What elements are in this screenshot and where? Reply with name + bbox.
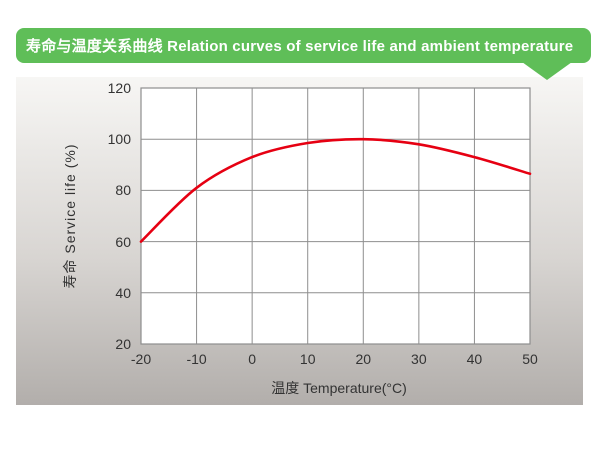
speech-bubble-tail-icon [522, 62, 572, 80]
x-tick-label: 40 [466, 351, 483, 367]
x-tick-label: 0 [248, 351, 257, 367]
y-tick-label: 40 [115, 284, 131, 301]
y-tick-label: 120 [107, 80, 131, 96]
plot-border [140, 87, 531, 345]
banner-title: 寿命与温度关系曲线 Relation curves of service lif… [26, 38, 574, 55]
y-tick-label: 60 [115, 233, 131, 250]
plot-background [141, 88, 530, 344]
service-life-curve [139, 137, 532, 243]
x-tick-label: -20 [130, 351, 152, 367]
y-axis-title: 寿命 Service life (%) [62, 143, 78, 289]
title-banner: 寿命与温度关系曲线 Relation curves of service lif… [16, 28, 591, 63]
y-tick-label: 100 [107, 131, 131, 148]
x-tick-label: 10 [299, 351, 316, 367]
x-tick-label: -10 [186, 351, 207, 367]
y-tick-label: 20 [115, 336, 131, 352]
x-axis-title: 温度 Temperature(°C) [271, 380, 407, 396]
y-tick-label: 80 [115, 182, 131, 199]
x-tick-label: 30 [411, 351, 427, 367]
x-tick-label: 20 [355, 351, 372, 367]
x-tick-label: 50 [522, 351, 538, 367]
